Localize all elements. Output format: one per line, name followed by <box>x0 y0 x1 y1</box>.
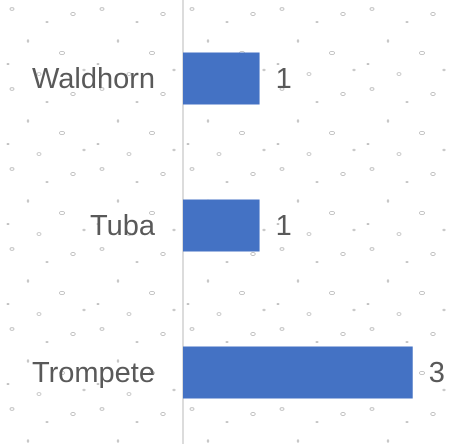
data-label: 3 <box>429 357 445 389</box>
bar <box>183 52 260 105</box>
y-tick-label: Tuba <box>90 210 156 242</box>
bar <box>183 346 413 399</box>
y-tick-label: Waldhorn <box>32 63 155 95</box>
data-label: 1 <box>276 63 292 95</box>
y-tick-label: Trompete <box>32 357 155 389</box>
bar <box>183 199 260 252</box>
data-label: 1 <box>276 210 292 242</box>
